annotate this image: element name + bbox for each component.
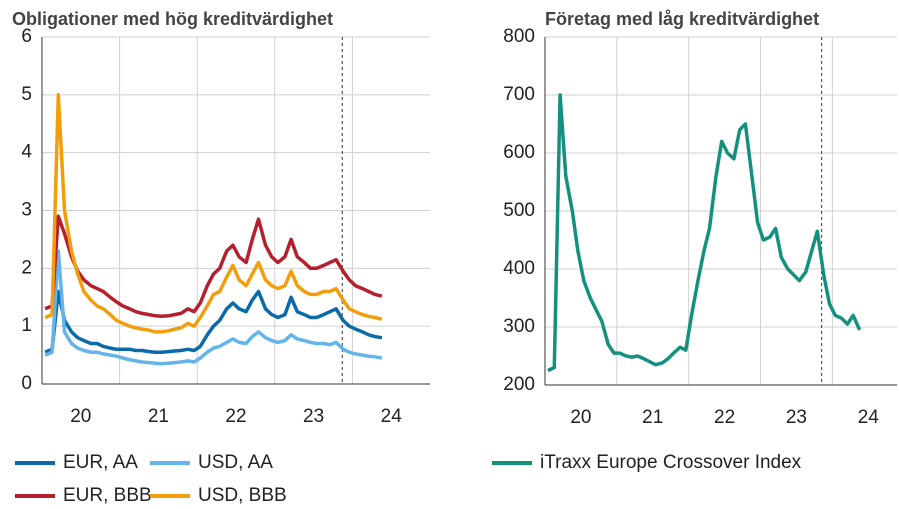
- y-tick-label: 800: [503, 26, 535, 47]
- legend-label: USD, BBB: [198, 485, 287, 506]
- legend-label: USD, AA: [198, 452, 273, 473]
- y-tick-label: 600: [503, 142, 535, 163]
- series-line: [44, 93, 383, 334]
- y-tick-label: 5: [21, 84, 32, 105]
- y-tick-label: 2: [21, 257, 32, 278]
- legend-label: EUR, BBB: [63, 485, 152, 506]
- y-tick-label: 300: [503, 316, 535, 337]
- legend-label: EUR, AA: [63, 452, 138, 473]
- y-tick-label: 400: [503, 258, 535, 279]
- y-tick-label: 0: [21, 373, 32, 394]
- x-tick-label: 21: [642, 407, 663, 428]
- x-tick-label: 24: [858, 407, 880, 428]
- x-tick-label: 22: [714, 407, 735, 428]
- y-tick-label: 4: [21, 142, 32, 163]
- y-tick-label: 6: [21, 26, 32, 47]
- y-tick-label: 500: [503, 200, 535, 221]
- y-tick-label: 3: [21, 200, 32, 221]
- series-line: [547, 93, 862, 373]
- y-tick-label: 200: [503, 374, 535, 395]
- chart-title: Företag med låg kreditvärdighet: [545, 9, 819, 29]
- series-line: [44, 214, 383, 319]
- y-tick-label: 1: [21, 315, 32, 336]
- chart-title: Obligationer med hög kreditvärdighet: [12, 9, 333, 29]
- x-tick-label: 22: [225, 406, 246, 427]
- series-line: [44, 289, 383, 354]
- x-tick-label: 20: [70, 406, 91, 427]
- x-tick-label: 20: [570, 407, 591, 428]
- y-tick-label: 700: [503, 84, 535, 105]
- x-tick-label: 21: [148, 406, 169, 427]
- x-tick-label: 23: [303, 406, 324, 427]
- series-line: [44, 249, 383, 366]
- legend-label: iTraxx Europe Crossover Index: [540, 452, 802, 473]
- x-tick-label: 23: [786, 407, 807, 428]
- x-tick-label: 24: [381, 406, 403, 427]
